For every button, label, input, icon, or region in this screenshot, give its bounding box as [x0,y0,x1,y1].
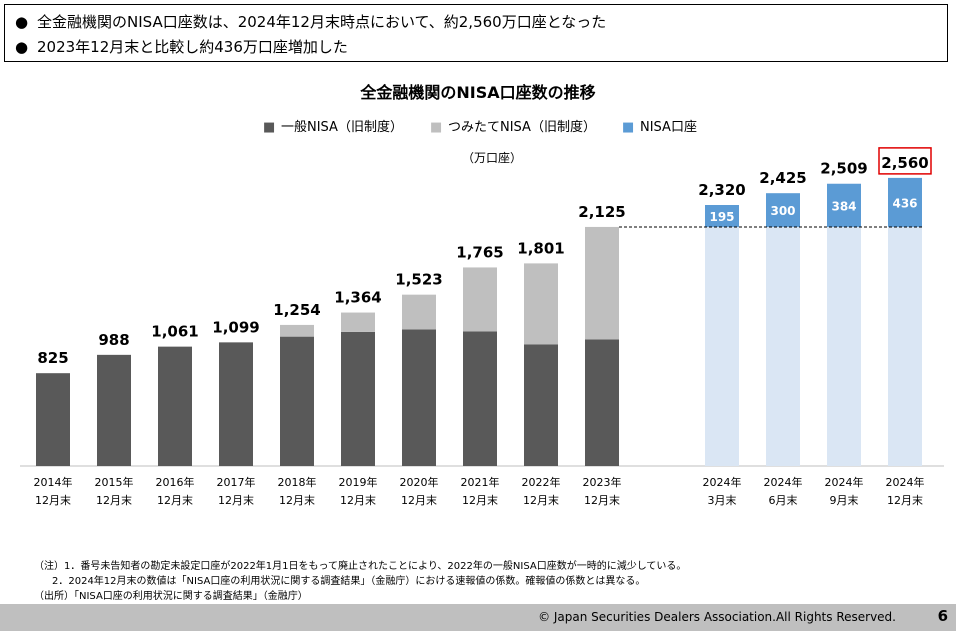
x-tick-label-month: 12月末 [523,493,559,507]
x-tick-label-year: 2024年 [825,475,864,489]
legend-label-general: 一般NISA（旧制度） [281,119,403,135]
bullet-dot-icon: ● [15,13,29,31]
x-tick-label-year: 2024年 [886,475,925,489]
note-1: （注）1．番号未告知者の勘定未設定口座が2022年1月1日をもって廃止されたこと… [34,561,687,572]
x-tick-label-year: 2015年 [95,475,134,489]
bar-general-nisa [524,344,558,466]
bar-general-nisa [280,336,314,466]
x-tick-label-month: 12月末 [462,493,498,507]
nisa-accounts-chart: 全金融機関のNISA口座数の推移 ■ 一般NISA（旧制度） ■ つみたてNIS… [20,83,944,507]
total-label: 1,061 [151,323,198,341]
x-tick-label-year: 2018年 [278,475,317,489]
bar-general-nisa [585,339,619,466]
x-tick-label-month: 12月末 [35,493,71,507]
x-tick-label-month: 12月末 [584,493,620,507]
legend-marker-nisa: ■ [622,120,634,135]
note-2: 2．2024年12月末の数値は「NISA口座の利用状況に関する調査結果」（金融庁… [52,576,646,587]
page-number: 6 [937,607,948,625]
x-tick-label-month: 12月末 [96,493,132,507]
x-tick-label-year: 2023年 [583,475,622,489]
bar-nisa-increase [705,205,739,227]
total-label: 1,254 [273,301,320,319]
bar-nisa-base [888,226,922,466]
x-tick-label-year: 2017年 [217,475,256,489]
summary-bullet-1: ● 全金融機関のNISA口座数は、2024年12月末時点において、約2,560万口… [15,11,606,32]
legend-marker-tsumitate: ■ [430,120,442,135]
total-label: 1,523 [395,271,442,289]
summary-bullet-2: ● 2023年12月末と比較し約436万口座増加した [15,36,348,57]
bar-tsumitate-nisa [463,267,497,332]
x-tick-label-year: 2024年 [764,475,803,489]
bar-tsumitate-nisa [524,263,558,345]
x-tick-label-year: 2020年 [400,475,439,489]
bar-nisa-increase [827,183,861,227]
x-tick-label-year: 2016年 [156,475,195,489]
x-tick-label-month: 12月末 [401,493,437,507]
legend: ■ 一般NISA（旧制度） ■ つみたてNISA（旧制度） ■ NISA口座 [263,119,697,135]
total-label: 2,125 [578,203,625,221]
unit-label: （万口座） [462,150,522,165]
bar-general-nisa [97,354,131,466]
total-label: 2,425 [759,169,806,187]
total-label: 1,765 [456,243,503,261]
bar-general-nisa [36,373,70,466]
x-tick-label-month: 6月末 [769,493,798,507]
note-source: （出所）「NISA口座の利用状況に関する調査結果」（金融庁） [34,591,308,602]
total-label: 1,801 [517,239,564,257]
bar-general-nisa [463,331,497,466]
bar-tsumitate-nisa [280,324,314,337]
legend-label-nisa: NISA口座 [640,120,697,135]
x-tick-label-month: 12月末 [887,493,923,507]
bar-tsumitate-nisa [585,226,619,340]
total-label: 2,509 [820,160,867,178]
highlight-box [878,147,932,175]
bar-nisa-increase [766,193,800,227]
total-label: 825 [37,349,68,367]
x-tick-label-year: 2024年 [703,475,742,489]
x-tick-label-month: 12月末 [340,493,376,507]
bar-general-nisa [219,342,253,466]
bars-group: 825 2014年 12月末 988 2015年 12月末 1,061 2016年 12月末 1,… [34,147,932,507]
x-tick-label-month: 12月末 [279,493,315,507]
x-tick-label-year: 2022年 [522,475,561,489]
bullet-dot-icon: ● [15,38,29,56]
bar-tsumitate-nisa [341,312,375,332]
total-label: 1,099 [212,318,259,336]
x-tick-label-year: 2019年 [339,475,378,489]
bar-nisa-base [766,226,800,466]
x-tick-label-year: 2014年 [34,475,73,489]
bar-general-nisa [341,331,375,466]
summary-box: ● 全金融機関のNISA口座数は、2024年12月末時点において、約2,560万口… [4,4,948,62]
bar-nisa-increase [888,177,922,227]
legend-label-tsumitate: つみたてNISA（旧制度） [448,119,596,135]
footer-bar: © Japan Securities Dealers Association.A… [0,604,956,631]
legend-marker-general: ■ [263,120,275,135]
bar-general-nisa [158,346,192,466]
copyright-text: © Japan Securities Dealers Association.A… [538,610,896,624]
bar-tsumitate-nisa [402,294,436,330]
x-tick-label-month: 9月末 [830,493,859,507]
summary-text-1: 全金融機関のNISA口座数は、2024年12月末時点において、約2,560万口座… [37,13,607,31]
total-label: 2,320 [698,181,745,199]
increase-label: 436 [892,196,917,210]
x-tick-label-month: 12月末 [157,493,193,507]
total-label: 988 [98,331,129,349]
bar-general-nisa [402,329,436,466]
x-tick-label-month: 12月末 [218,493,254,507]
summary-text-2: 2023年12月末と比較し約436万口座増加した [37,38,348,56]
chart-title: 全金融機関のNISA口座数の推移 [359,83,595,102]
x-tick-label-month: 3月末 [708,493,737,507]
bar-nisa-base [827,226,861,466]
x-tick-label-year: 2021年 [461,475,500,489]
increase-label: 195 [709,210,734,224]
total-label: 2,560 [881,154,928,172]
increase-label: 384 [831,199,856,213]
increase-label: 300 [770,204,795,218]
total-label: 1,364 [334,289,381,307]
bar-nisa-base [705,226,739,466]
